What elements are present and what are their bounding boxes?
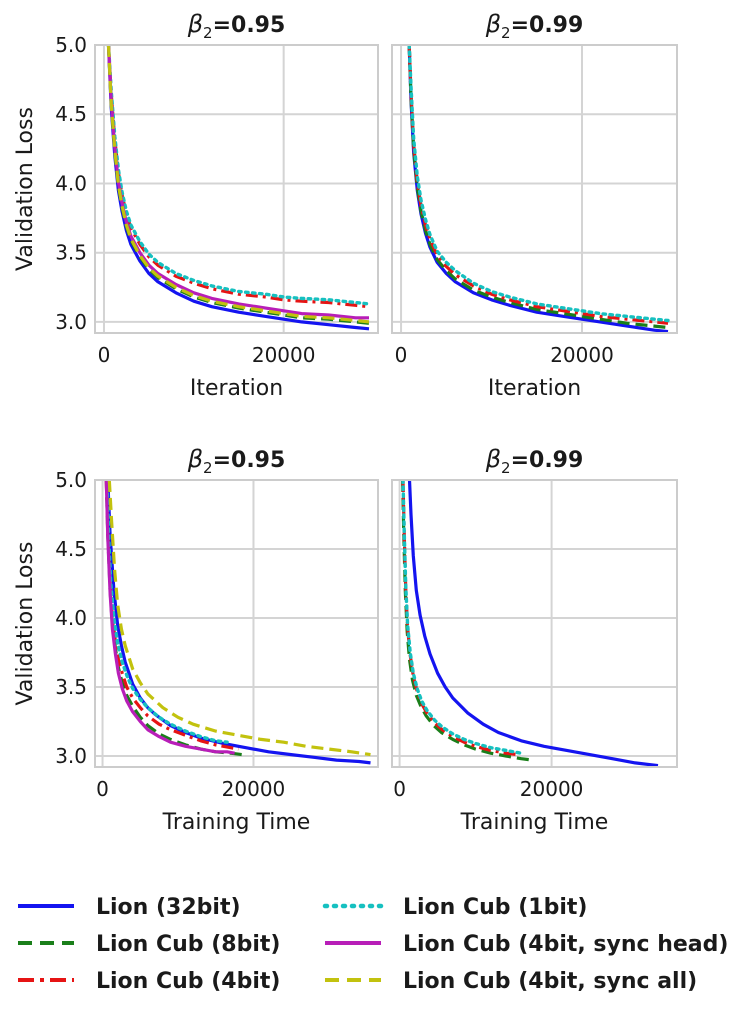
y-tick-label: 5.0 xyxy=(55,468,87,492)
y-tick-label: 3.0 xyxy=(55,310,87,334)
title-subscript: 2 xyxy=(203,459,213,477)
series-line-lion-cub-4bit-sync-head xyxy=(106,45,369,320)
x-tick-label: 0 xyxy=(98,343,111,367)
x-axis-label: Iteration xyxy=(488,376,581,401)
title-beta: β xyxy=(485,445,501,473)
legend-item: Lion (32bit) xyxy=(18,895,241,920)
x-tick-label: 20000 xyxy=(520,777,584,801)
subplot-4: 0 20000 Training Time β2=0.99 xyxy=(391,445,678,835)
x-tick-label: 0 xyxy=(395,343,408,367)
title-subscript: 2 xyxy=(501,459,511,477)
series-line-lion-cub-4bit xyxy=(104,480,239,751)
series-line-lion-cub-1bit xyxy=(407,45,670,323)
x-tick-label: 20000 xyxy=(222,777,286,801)
subplot-title: β2=0.95 xyxy=(187,445,286,477)
series-line-lion-cub-4bit-sync-all xyxy=(107,480,371,757)
series-group xyxy=(401,480,659,767)
y-tick-label: 5.0 xyxy=(55,33,87,57)
legend-item: Lion Cub (1bit) xyxy=(322,895,587,920)
y-tick-label: 4.5 xyxy=(55,102,87,126)
y-axis-label: Validation Loss xyxy=(13,542,38,706)
subplot-2: 0 20000 Iteration β2=0.99 xyxy=(391,10,678,401)
series-line-lion-cub-4bit xyxy=(106,45,370,309)
x-tick-label: 20000 xyxy=(252,343,316,367)
series-line-lion-cub-4bit-sync-all xyxy=(106,45,370,324)
x-tick-label: 0 xyxy=(96,777,109,801)
series-line-lion-cub-1bit xyxy=(105,480,229,744)
subplot-title: β2=0.99 xyxy=(485,10,584,42)
y-tick-label: 3.5 xyxy=(55,675,87,699)
series-group xyxy=(106,45,371,331)
series-line-lion-32bit xyxy=(407,45,669,333)
legend-label: Lion Cub (8bit) xyxy=(96,932,280,957)
legend-label: Lion (32bit) xyxy=(96,895,241,920)
series-line-lion-cub-4bit xyxy=(407,45,669,325)
legend-item: Lion Cub (4bit, sync head) xyxy=(325,932,728,957)
y-tick-label: 4.0 xyxy=(55,171,87,195)
series-group xyxy=(407,45,670,333)
legend-item: Lion Cub (4bit) xyxy=(18,969,280,994)
series-line-lion-cub-4bit-sync-head xyxy=(104,480,235,755)
y-tick-label: 4.0 xyxy=(55,606,87,630)
legend-label: Lion Cub (1bit) xyxy=(403,895,587,920)
legend-label: Lion Cub (4bit, sync head) xyxy=(403,932,728,957)
chart-panels: 3.0 3.5 4.0 4.5 5.0 0 20000 Iteration Validation… xyxy=(13,10,678,835)
legend-label: Lion Cub (4bit, sync all) xyxy=(403,969,697,994)
title-beta: β xyxy=(485,10,501,38)
title-value: =0.95 xyxy=(213,13,286,38)
title-beta: β xyxy=(187,445,203,473)
series-line-lion-cub-8bit xyxy=(407,45,669,330)
title-value: =0.95 xyxy=(213,448,286,473)
plot-frame xyxy=(94,479,379,768)
legend-label: Lion Cub (4bit) xyxy=(96,969,280,994)
x-axis-label: Iteration xyxy=(190,376,283,401)
plot-frame xyxy=(391,479,678,768)
subplot-title: β2=0.99 xyxy=(485,445,584,477)
title-beta: β xyxy=(187,10,203,38)
title-subscript: 2 xyxy=(203,24,213,42)
series-line-lion-32bit xyxy=(407,480,659,767)
x-tick-label: 0 xyxy=(393,777,406,801)
title-subscript: 2 xyxy=(501,24,511,42)
y-tick-label: 3.5 xyxy=(55,241,87,265)
plot-frame xyxy=(94,44,379,334)
y-axis-label: Validation Loss xyxy=(13,107,38,271)
x-axis-label: Training Time xyxy=(162,810,311,835)
series-line-lion-32bit xyxy=(106,45,370,331)
title-value: =0.99 xyxy=(511,448,584,473)
subplot-title: β2=0.95 xyxy=(187,10,286,42)
plot-frame xyxy=(391,44,678,334)
subplot-1: 3.0 3.5 4.0 4.5 5.0 0 20000 Iteration Validation… xyxy=(13,10,379,401)
subplot-3: 3.0 3.5 4.0 4.5 5.0 0 20000 Training Time Valida… xyxy=(13,445,379,835)
series-line-lion-32bit xyxy=(106,480,371,765)
legend: Lion (32bit) Lion Cub (1bit) Lion Cub (8bi… xyxy=(18,895,728,994)
series-line-lion-cub-1bit xyxy=(401,480,523,755)
x-tick-label: 20000 xyxy=(550,343,614,367)
title-value: =0.99 xyxy=(511,13,584,38)
legend-item: Lion Cub (8bit) xyxy=(18,932,280,957)
x-axis-label: Training Time xyxy=(460,810,609,835)
legend-item: Lion Cub (4bit, sync all) xyxy=(325,969,697,994)
y-tick-label: 4.5 xyxy=(55,537,87,561)
y-tick-label: 3.0 xyxy=(55,744,87,768)
series-group xyxy=(104,480,371,765)
